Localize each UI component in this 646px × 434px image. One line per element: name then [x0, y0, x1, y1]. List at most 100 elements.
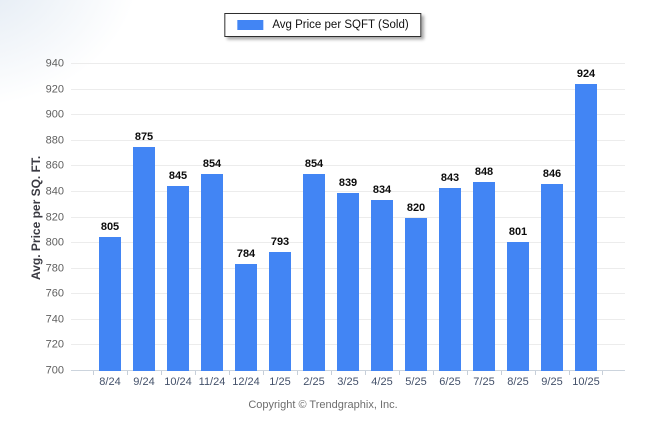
x-axis-tick: [399, 371, 400, 375]
bar-slot: 820 5/25: [399, 64, 433, 388]
y-axis-tick-label: 820: [45, 211, 64, 223]
bar-value-label: 875: [134, 131, 154, 144]
y-axis-tick-label: 920: [45, 83, 64, 96]
x-axis-tick: [569, 371, 570, 375]
gridline: [71, 165, 625, 167]
x-axis-tick: [331, 371, 332, 375]
x-axis-tick: [467, 371, 468, 375]
bar-value-label: 793: [270, 236, 290, 249]
legend-swatch-icon: [237, 20, 264, 30]
y-axis-tick-label: 740: [45, 313, 64, 326]
bar-slot: 848 7/25: [467, 64, 501, 388]
x-axis-tick-label: 10/24: [164, 376, 192, 388]
bar-value-label: 846: [542, 168, 562, 181]
x-axis-tick-label: 8/24: [99, 376, 121, 388]
y-axis-tick-label: 860: [45, 159, 64, 172]
bar: [439, 188, 461, 371]
bar: [167, 185, 189, 371]
y-axis-tick-label: 940: [45, 57, 64, 70]
x-axis-tick-label: 8/25: [507, 376, 529, 388]
bar-slot: 843 6/25: [433, 64, 467, 388]
bar-slot: 784 12/24: [229, 64, 263, 388]
bar-value-label: 784: [236, 247, 256, 260]
bar-slot: 854 11/24: [195, 64, 229, 388]
x-axis-tick-label: 9/24: [133, 376, 155, 388]
y-axis-tick-label: 760: [45, 287, 64, 300]
x-axis-tick: [535, 371, 536, 375]
bar-value-label: 845: [168, 169, 188, 182]
bar-slot: 834 4/25: [365, 64, 399, 388]
gridline: [71, 114, 625, 116]
copyright-text: Copyright © Trendgraphix, Inc.: [248, 399, 398, 411]
bar-slot: 839 3/25: [331, 64, 365, 388]
y-axis-tick-label: 780: [45, 262, 64, 275]
bar-value-label: 854: [304, 158, 324, 171]
gridline: [71, 63, 625, 64]
bars-row: 805 8/24 875 9/24 845 10/24 854 11/24 784 12/24 79…: [71, 64, 625, 388]
bar-value-label: 805: [100, 220, 120, 233]
legend-label: Avg Price per SQFT (Sold): [272, 19, 409, 31]
bar-value-label: 801: [508, 225, 528, 238]
x-axis-tick: [602, 371, 603, 375]
bar: [541, 184, 563, 371]
x-axis-tick-label: 10/25: [572, 376, 600, 388]
gridline: [71, 190, 625, 192]
y-axis-tick-label: 800: [45, 236, 64, 249]
x-axis-tick: [127, 371, 128, 375]
x-axis-tick: [501, 371, 502, 375]
bar-value-label: 843: [440, 172, 460, 185]
bar: [473, 181, 495, 371]
bar-value-label: 848: [474, 165, 494, 178]
bar-slot: 846 9/25: [535, 64, 569, 388]
bar-slot: 875 9/24: [127, 64, 161, 388]
x-axis-tick-label: 4/25: [371, 376, 393, 388]
x-axis-tick-label: 9/25: [541, 376, 563, 388]
bar-value-label: 839: [338, 177, 358, 190]
bar-slot: 845 10/24: [161, 64, 195, 388]
bar-value-label: 854: [202, 158, 222, 171]
x-axis-tick: [297, 371, 298, 375]
bar-value-label: 924: [576, 68, 596, 81]
y-axis-tick-label: 700: [45, 364, 64, 377]
bar-slot: 805 8/24: [93, 64, 127, 388]
bar-slot: 801 8/25: [501, 64, 535, 388]
y-axis-tick-label: 720: [45, 338, 64, 351]
x-axis-tick-label: 5/25: [405, 376, 427, 388]
x-axis-tick: [263, 371, 264, 375]
x-axis-tick: [433, 371, 434, 375]
x-axis-tick-label: 6/25: [439, 376, 461, 388]
bar: [371, 199, 393, 371]
x-axis-tick: [229, 371, 230, 375]
plot-area: 805 8/24 875 9/24 845 10/24 854 11/24 784 12/24 79…: [71, 63, 625, 388]
bar: [235, 263, 257, 371]
bar: [337, 193, 359, 371]
x-axis-tick-label: 12/24: [232, 376, 260, 388]
bar: [575, 84, 597, 371]
legend: Avg Price per SQFT (Sold): [224, 13, 422, 37]
y-axis-tick-label: 900: [45, 108, 64, 121]
bar-value-label: 834: [372, 183, 392, 196]
bar: [201, 174, 223, 371]
x-axis-tick-label: 11/24: [198, 376, 226, 388]
y-axis: 700 720 740 760 780 800 820 840 860 880 900 920 940: [18, 58, 64, 376]
bar-slot: 854 2/25: [297, 64, 331, 388]
bar: [405, 217, 427, 371]
x-axis-tick-label: 1/25: [269, 376, 291, 388]
gridline: [71, 88, 625, 90]
x-axis-tick: [195, 371, 196, 375]
x-axis-tick: [93, 371, 94, 375]
bar-slot: 793 1/25: [263, 64, 297, 388]
bar: [507, 241, 529, 371]
bar: [269, 252, 291, 371]
gridline: [71, 139, 625, 141]
bar: [99, 236, 121, 371]
x-axis-tick: [365, 371, 366, 375]
x-axis-tick-label: 2/25: [303, 376, 325, 388]
x-axis-tick-label: 7/25: [473, 376, 495, 388]
y-axis-tick-label: 840: [45, 185, 64, 198]
bar: [303, 174, 325, 371]
y-axis-tick-label: 880: [45, 134, 64, 147]
bar-slot: 924 10/25: [569, 64, 603, 388]
x-axis-tick: [161, 371, 162, 375]
